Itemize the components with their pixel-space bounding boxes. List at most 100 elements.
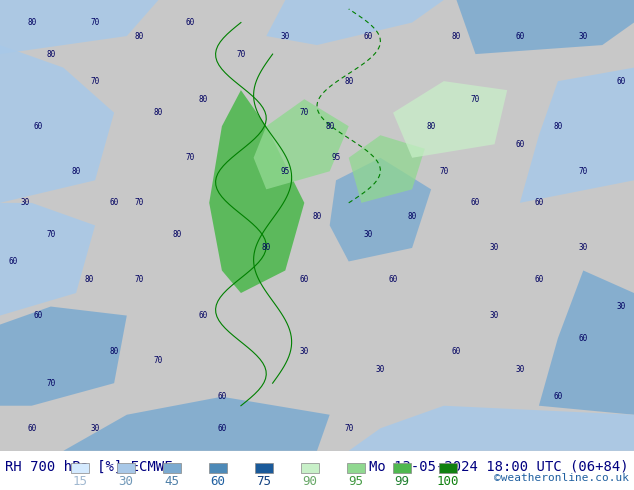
Polygon shape — [0, 307, 127, 406]
Text: 80: 80 — [46, 49, 55, 59]
Text: 95: 95 — [349, 475, 363, 488]
Text: ©weatheronline.co.uk: ©weatheronline.co.uk — [494, 473, 629, 483]
Text: 60: 60 — [186, 18, 195, 27]
Text: 45: 45 — [164, 475, 179, 488]
Polygon shape — [539, 270, 634, 415]
Text: 60: 60 — [617, 76, 626, 86]
Bar — [209, 463, 227, 473]
Text: 70: 70 — [135, 275, 144, 284]
Text: 30: 30 — [300, 347, 309, 356]
Text: 80: 80 — [72, 167, 81, 176]
Text: 30: 30 — [363, 230, 372, 239]
Text: RH 700 hPa [%] ECMWF: RH 700 hPa [%] ECMWF — [5, 460, 172, 474]
Polygon shape — [349, 406, 634, 451]
Text: 30: 30 — [91, 424, 100, 433]
Text: 70: 70 — [439, 167, 448, 176]
Text: 95: 95 — [332, 153, 340, 162]
Bar — [163, 463, 181, 473]
Polygon shape — [456, 0, 634, 54]
Polygon shape — [63, 397, 330, 451]
Text: 80: 80 — [198, 95, 207, 104]
Text: 80: 80 — [313, 212, 321, 221]
Polygon shape — [393, 81, 507, 158]
Text: 30: 30 — [376, 365, 385, 374]
Bar — [393, 463, 411, 473]
Text: 80: 80 — [427, 122, 436, 131]
Text: Mo 13-05-2024 18:00 UTC (06+84): Mo 13-05-2024 18:00 UTC (06+84) — [370, 460, 629, 474]
Text: 30: 30 — [21, 198, 30, 207]
Text: 30: 30 — [490, 311, 499, 320]
Bar — [347, 463, 365, 473]
Text: 70: 70 — [46, 379, 55, 388]
Text: 60: 60 — [217, 424, 226, 433]
Text: 80: 80 — [408, 212, 417, 221]
Polygon shape — [0, 0, 158, 54]
Polygon shape — [0, 203, 95, 316]
Text: 80: 80 — [84, 275, 93, 284]
Text: 60: 60 — [8, 257, 17, 266]
Text: 30: 30 — [490, 244, 499, 252]
Text: 70: 70 — [91, 18, 100, 27]
Text: 30: 30 — [579, 31, 588, 41]
Text: 15: 15 — [72, 475, 87, 488]
Text: 70: 70 — [344, 424, 353, 433]
Text: 80: 80 — [262, 244, 271, 252]
Text: 75: 75 — [257, 475, 271, 488]
Text: 80: 80 — [173, 230, 182, 239]
Text: 99: 99 — [394, 475, 410, 488]
Text: 60: 60 — [34, 122, 42, 131]
Text: 80: 80 — [452, 31, 461, 41]
Text: 60: 60 — [534, 275, 543, 284]
Polygon shape — [209, 90, 304, 293]
Text: 95: 95 — [281, 167, 290, 176]
Text: 60: 60 — [198, 311, 207, 320]
Text: 80: 80 — [154, 108, 163, 117]
Bar — [439, 463, 457, 473]
Text: 60: 60 — [553, 392, 562, 401]
Polygon shape — [0, 45, 114, 203]
Text: 90: 90 — [302, 475, 318, 488]
Polygon shape — [266, 0, 444, 45]
Bar — [117, 463, 135, 473]
Text: 30: 30 — [515, 365, 524, 374]
Polygon shape — [254, 99, 349, 189]
Polygon shape — [330, 158, 431, 262]
Text: 70: 70 — [579, 167, 588, 176]
Text: 60: 60 — [210, 475, 226, 488]
Text: 100: 100 — [437, 475, 459, 488]
Text: 60: 60 — [471, 198, 480, 207]
Text: 70: 70 — [236, 49, 245, 59]
Text: 60: 60 — [515, 31, 524, 41]
Text: 60: 60 — [110, 198, 119, 207]
Text: 60: 60 — [363, 31, 372, 41]
Text: 60: 60 — [579, 334, 588, 343]
Text: 80: 80 — [325, 122, 334, 131]
Text: 80: 80 — [110, 347, 119, 356]
Bar — [71, 463, 89, 473]
Text: 60: 60 — [452, 347, 461, 356]
Text: 60: 60 — [34, 311, 42, 320]
Text: 80: 80 — [344, 76, 353, 86]
Text: 30: 30 — [579, 244, 588, 252]
Text: 70: 70 — [135, 198, 144, 207]
Bar — [255, 463, 273, 473]
Text: 70: 70 — [91, 76, 100, 86]
Text: 80: 80 — [27, 18, 36, 27]
Text: 80: 80 — [135, 31, 144, 41]
Polygon shape — [520, 68, 634, 203]
Text: 60: 60 — [27, 424, 36, 433]
Text: 70: 70 — [154, 356, 163, 365]
Text: 30: 30 — [119, 475, 134, 488]
Text: 30: 30 — [617, 302, 626, 311]
Text: 30: 30 — [281, 31, 290, 41]
Text: 60: 60 — [515, 140, 524, 149]
Text: 60: 60 — [217, 392, 226, 401]
Text: 60: 60 — [300, 275, 309, 284]
Polygon shape — [349, 135, 425, 203]
Text: 70: 70 — [300, 108, 309, 117]
Text: 80: 80 — [553, 122, 562, 131]
Bar — [301, 463, 319, 473]
Text: 60: 60 — [534, 198, 543, 207]
Text: 70: 70 — [46, 230, 55, 239]
Text: 70: 70 — [186, 153, 195, 162]
